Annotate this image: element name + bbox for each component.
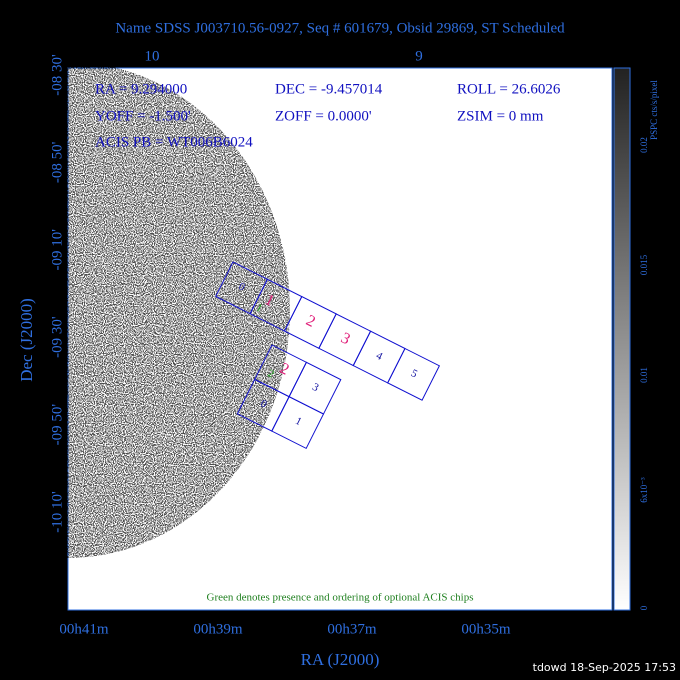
acis-i: 2 2 3 0 1	[236, 344, 342, 450]
info: ACIS PB = WT006B6024	[95, 134, 253, 150]
title: Name SDSS J003710.56-0927, Seq # 601679,…	[115, 20, 565, 36]
info: ROLL = 26.6026	[457, 81, 561, 97]
chip-label: 4	[374, 350, 385, 363]
chip-label: 0	[258, 397, 269, 410]
top-tick: 9	[415, 48, 423, 64]
chip-label: 5	[409, 367, 420, 380]
info: ZOFF = 0.0000'	[275, 108, 372, 124]
colorbar-tick: 0	[639, 605, 649, 610]
chip-label: 1	[293, 415, 303, 428]
colorbar-tick: 0.02	[639, 137, 649, 153]
info: DEC = -9.457014	[275, 81, 383, 97]
info: ZSIM = 0 mm	[457, 108, 544, 124]
info: YOFF = -1.500'	[95, 108, 191, 124]
chip-label: 3	[310, 381, 321, 394]
left-tick: -09 10'	[49, 229, 65, 271]
left-tick: -08 50'	[49, 141, 65, 183]
info: RA = 9.294000	[95, 81, 187, 97]
bottom-tick: 00h41m	[59, 621, 109, 637]
left-tick: -09 30'	[49, 316, 65, 358]
colorbar-tick: 6x10⁻³	[639, 477, 649, 503]
bottom-tick: 00h37m	[327, 621, 377, 637]
chip-mark: 2	[266, 367, 276, 380]
colorbar-unit: PSPC cts/s/pixel	[649, 80, 659, 140]
chip-mark: 1	[254, 302, 264, 315]
left-tick: -09 50'	[49, 404, 65, 446]
colorbar	[613, 67, 631, 611]
left-tick: -10 10'	[49, 491, 65, 533]
left-tick: -08 30'	[49, 54, 65, 96]
y-label: Dec (J2000)	[17, 298, 36, 382]
colorbar-tick: 0.015	[639, 254, 649, 275]
top-tick: 10	[145, 48, 160, 64]
bottom-tick: 00h35m	[461, 621, 511, 637]
chip-label: 0	[236, 280, 247, 293]
note: Green denotes presence and ordering of o…	[207, 592, 474, 604]
bottom-tick: 00h39m	[193, 621, 243, 637]
footer: tdowd 18-Sep-2025 17:53	[533, 661, 676, 674]
colorbar-tick: 0.01	[639, 367, 649, 383]
x-label: RA (J2000)	[301, 650, 380, 669]
